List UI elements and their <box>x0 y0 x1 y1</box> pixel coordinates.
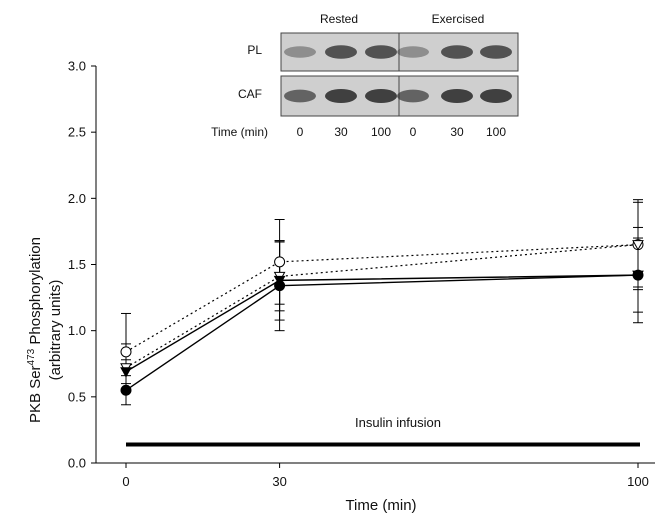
blot-lane-label: 0 <box>410 125 417 139</box>
blot-rested-label: Rested <box>320 12 358 26</box>
blot-lane-label: 100 <box>486 125 506 139</box>
series-line <box>125 274 639 373</box>
series-line <box>125 244 639 353</box>
blot-band <box>480 45 512 59</box>
y-axis-label-main: PKB Ser <box>27 365 44 423</box>
y-axis-label: PKB Ser473 Phosphorylation <box>26 237 44 423</box>
series-line <box>125 244 639 369</box>
y-axis-label-units: (arbitrary units) <box>47 280 64 381</box>
blot-band <box>365 89 397 103</box>
y-tick-label: 2.5 <box>68 125 86 140</box>
x-tick-label: 100 <box>627 474 649 489</box>
y-tick-label: 1.0 <box>68 323 86 338</box>
blot-lane-label: 0 <box>297 125 304 139</box>
blot-row-label-caf: CAF <box>238 87 262 101</box>
y-tick-label: 1.5 <box>68 257 86 272</box>
data-point <box>632 269 644 281</box>
blot-band <box>397 89 429 103</box>
y-tick-label: 0.5 <box>68 389 86 404</box>
blot-time-label: Time (min) <box>211 125 268 139</box>
x-tick-label: 0 <box>122 474 129 489</box>
blot-exercised-label: Exercised <box>432 12 485 26</box>
y-axis-label-superscript: 473 <box>26 348 37 365</box>
y-tick-label: 2.0 <box>68 191 86 206</box>
x-tick-label: 30 <box>272 474 286 489</box>
blot-band <box>441 89 473 103</box>
y-tick-label: 0.0 <box>68 456 86 471</box>
y-axis-label-rest: Phosphorylation <box>27 237 44 349</box>
blot-band <box>480 89 512 103</box>
data-point <box>120 384 132 396</box>
data-point <box>274 280 286 292</box>
series-line <box>125 274 639 391</box>
blot-band <box>325 89 357 103</box>
data-point <box>274 256 286 268</box>
blot-band <box>441 45 473 59</box>
y-tick-label: 3.0 <box>68 59 86 74</box>
data-point <box>120 346 132 358</box>
blot-band <box>365 45 397 59</box>
data-point <box>120 367 132 378</box>
data-point <box>632 240 644 251</box>
insulin-infusion-label: Insulin infusion <box>355 415 441 430</box>
blot-band <box>397 46 429 58</box>
blot-lane-label: 30 <box>334 125 348 139</box>
blot-lane-label: 30 <box>450 125 464 139</box>
blot-lane-label: 100 <box>371 125 391 139</box>
blot-row-label-pl: PL <box>247 43 262 57</box>
blot-band <box>284 46 316 58</box>
western-blot-inset: 0 30 100 0 30 100 <box>280 32 519 139</box>
blot-band <box>325 45 357 59</box>
blot-band <box>284 89 316 103</box>
x-axis-label: Time (min) <box>345 497 416 514</box>
line-chart: 0.0 0.5 1.0 1.5 2.0 2.5 3.0 0 30 100 <box>68 59 655 489</box>
